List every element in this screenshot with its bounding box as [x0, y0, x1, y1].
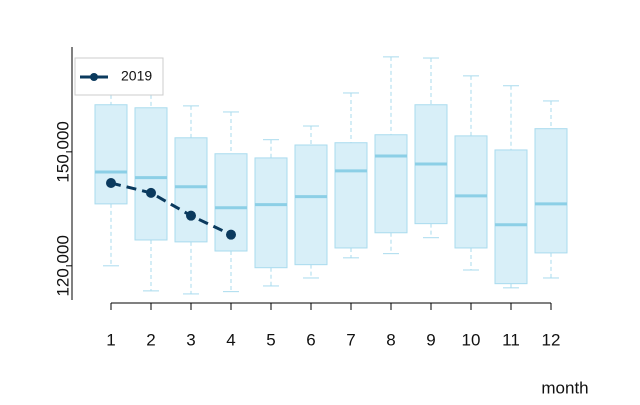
- y-tick-label: 120 000: [53, 235, 72, 296]
- series-line: [110, 181, 232, 237]
- x-tick-label: 3: [186, 330, 195, 349]
- y-tick-label: 150 000: [53, 121, 72, 182]
- x-tick-label: 1: [106, 330, 115, 349]
- x-tick-label: 2: [146, 330, 155, 349]
- box: [334, 142, 368, 249]
- legend-marker: [90, 73, 98, 81]
- box: [534, 128, 568, 254]
- x-tick-label: 9: [426, 330, 435, 349]
- series-point: [186, 210, 196, 221]
- x-tick-label: 7: [346, 330, 355, 349]
- box: [254, 157, 288, 269]
- x-tick-label: 5: [266, 330, 275, 349]
- legend-label: 2019: [121, 68, 152, 84]
- box: [134, 107, 168, 241]
- x-tick-label: 10: [462, 330, 481, 349]
- series-point: [146, 187, 156, 198]
- box: [94, 104, 128, 205]
- x-tick-label: 11: [502, 330, 520, 349]
- series-point: [106, 177, 116, 188]
- x-axis-label: month: [541, 378, 588, 397]
- box: [454, 135, 488, 249]
- x-tick-label: 4: [226, 330, 235, 349]
- x-tick-label: 12: [542, 330, 561, 349]
- box: [174, 137, 208, 243]
- box: [374, 134, 408, 234]
- box: [494, 149, 528, 285]
- series-point: [226, 229, 236, 240]
- x-tick-label: 6: [306, 330, 315, 349]
- x-tick-label: 8: [386, 330, 395, 349]
- box: [294, 144, 328, 266]
